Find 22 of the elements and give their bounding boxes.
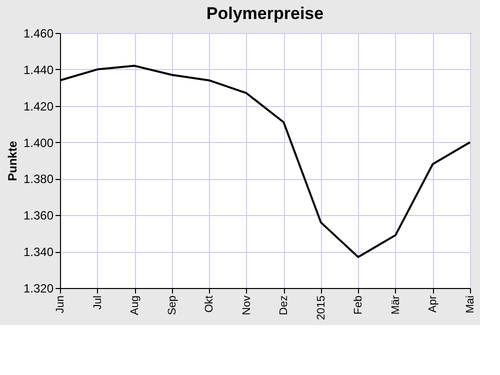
x-tick-label: Sep [166, 296, 178, 316]
y-tick-label: 1.400 [23, 136, 54, 150]
x-tick-label: Mai [464, 296, 476, 314]
y-tick-label: 1.360 [23, 208, 54, 223]
x-tick-label: Apr [427, 295, 440, 313]
y-tick-label: 1.460 [23, 26, 54, 40]
chart-title: Polymerpreise [206, 4, 324, 23]
y-tick-label: 1.440 [23, 62, 54, 77]
x-tick-label: Mär [390, 295, 402, 314]
x-tick-label: Jul [92, 296, 104, 310]
x-tick-label: Aug [129, 296, 142, 316]
x-tick-label: 2015 [315, 296, 328, 320]
y-tick-label: 1.340 [23, 245, 54, 260]
x-tick-label: Jun [54, 296, 66, 314]
x-tick-label: Dez [278, 296, 290, 316]
y-axis-title: Punkte [5, 140, 20, 182]
x-tick-label: Okt [204, 296, 216, 313]
y-tick-label: 1.320 [23, 282, 54, 296]
x-tick-label: Feb [352, 296, 365, 314]
y-tick-label: 1.380 [23, 172, 54, 186]
x-tick-label: Nov [240, 295, 253, 316]
y-tick-label: 1.420 [23, 99, 54, 114]
